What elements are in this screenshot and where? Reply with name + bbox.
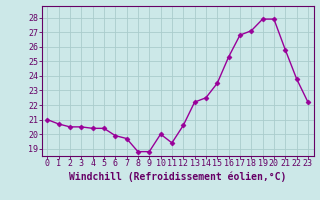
X-axis label: Windchill (Refroidissement éolien,°C): Windchill (Refroidissement éolien,°C) (69, 171, 286, 182)
